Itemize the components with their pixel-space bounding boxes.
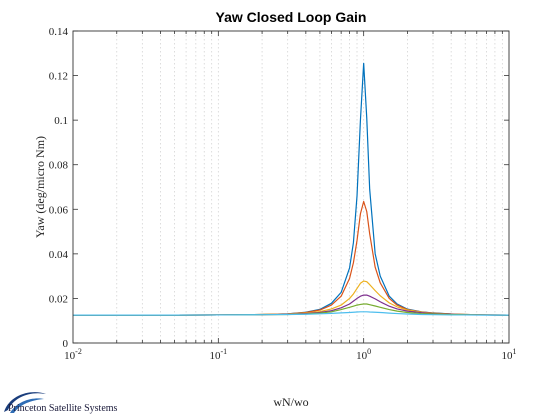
- y-tick-label: 0.14: [49, 26, 69, 38]
- grid: [116, 31, 503, 343]
- axes-box: [72, 30, 510, 344]
- y-tick-label: 0: [63, 338, 69, 350]
- chart-title: Yaw Closed Loop Gain: [216, 9, 367, 25]
- y-tick-label: 0.06: [49, 204, 69, 216]
- series-lines: [73, 62, 510, 316]
- x-axis-label: wN/wo: [273, 395, 308, 409]
- footer-brand: Princeton Satellite Systems: [8, 403, 118, 414]
- logo-swoosh-icon: [4, 392, 46, 412]
- y-tick-label: 0.1: [54, 115, 68, 127]
- x-tick-label: 10-2: [64, 347, 82, 362]
- y-tick-label: 0.02: [49, 293, 68, 305]
- series-line-6: [73, 311, 509, 316]
- y-tick-label: 0.04: [49, 249, 69, 261]
- axes: [72, 30, 510, 344]
- psslogo: [4, 392, 46, 413]
- y-tick-label: 0.12: [49, 71, 68, 83]
- plot-area: [73, 31, 509, 343]
- y-axis-label: Yaw (deg/micro Nm): [33, 136, 47, 238]
- tick-labels: 0 0.02 0.04 0.06 0.08 0.1 0.12 0.14 10-2 10-1 100 1…: [49, 26, 517, 362]
- x-tick-label: 10-1: [209, 347, 227, 362]
- y-tick-label: 0.08: [49, 160, 69, 172]
- logo-swoosh-accent-icon: [10, 398, 44, 413]
- x-tick-label: 100: [356, 347, 371, 362]
- x-tick-label: 101: [502, 347, 517, 362]
